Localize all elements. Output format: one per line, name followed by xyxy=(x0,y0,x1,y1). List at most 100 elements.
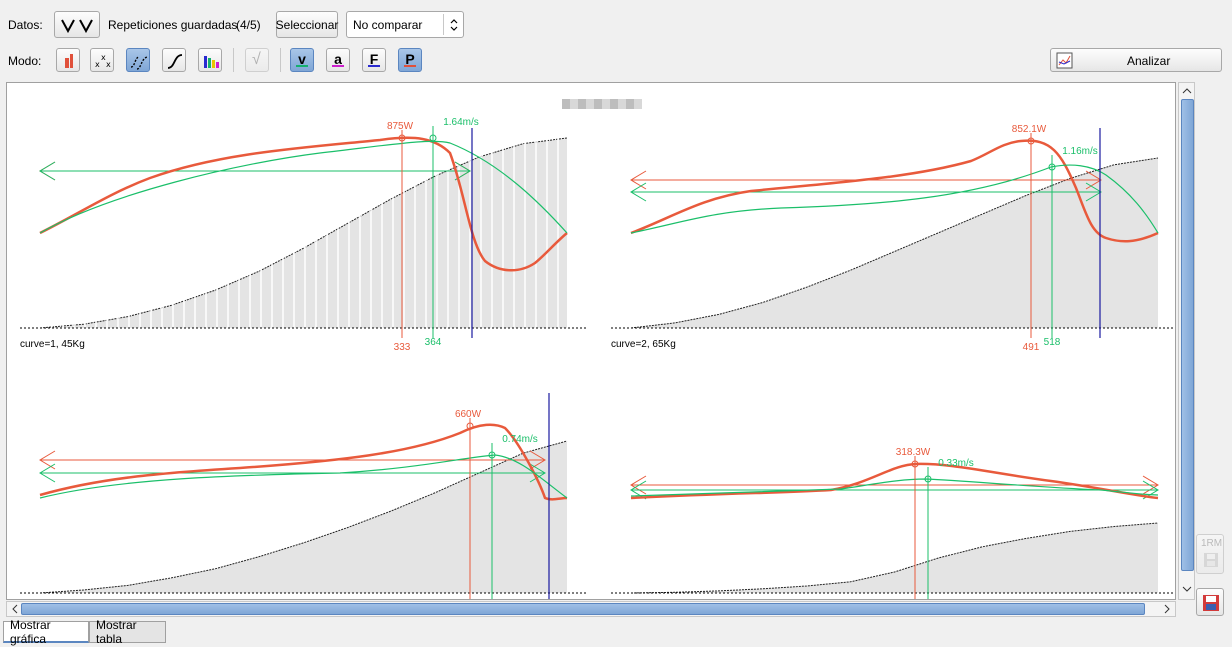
variable-letter: F xyxy=(369,51,379,67)
scroll-left-icon[interactable] xyxy=(9,603,21,615)
svg-text:x: x xyxy=(101,53,106,62)
power-peak-label-0: 875W xyxy=(387,121,414,132)
horizontal-scrollbar[interactable] xyxy=(6,601,1176,617)
speed-curve xyxy=(39,454,568,499)
curve-caption-1: curve=2, 65Kg xyxy=(611,339,676,350)
tab-mostrar-grafica[interactable]: Mostrar gráfica xyxy=(3,618,89,646)
variable-p-button[interactable]: P xyxy=(398,48,422,72)
variable-color-mark xyxy=(368,65,380,67)
variable-color-mark xyxy=(296,65,308,67)
mode-bars-button[interactable] xyxy=(56,48,80,72)
speed-range-arrow-0-right-head xyxy=(454,161,471,181)
svg-text:x: x xyxy=(106,60,111,69)
speed-curve xyxy=(630,164,1159,234)
single-curve-icon xyxy=(167,54,183,69)
blurred-title xyxy=(562,99,642,109)
power-range-arrow-3-right-head xyxy=(1142,475,1159,495)
vertical-scrollbar[interactable] xyxy=(1178,82,1195,600)
svg-text:x: x xyxy=(95,60,100,69)
repeticiones-label: Repeticiones guardadas xyxy=(108,18,238,32)
curve-caption-0: curve=1, 45Kg xyxy=(20,339,85,350)
power-peak-marker-0 xyxy=(398,134,406,142)
plot-area: 875W 1.64m/s 333 364 curve=1, 45Kg 852.1W 1.16… xyxy=(6,82,1176,600)
variable-letter: v xyxy=(298,51,306,67)
speed-peak-label-3: 0.33m/s xyxy=(938,458,974,469)
scatter-icon: xxx xyxy=(95,53,111,69)
onerm-save-button[interactable]: 1RM xyxy=(1196,534,1224,574)
displacement-curve-1 xyxy=(630,157,1159,329)
power-peak-x-label-0: 333 xyxy=(394,342,411,353)
curves-3 xyxy=(630,462,1159,500)
speed-peak-label-1: 1.16m/s xyxy=(1062,146,1098,157)
sqrt-symbol: √ xyxy=(252,51,261,68)
displacement-curve-3 xyxy=(630,522,1159,594)
power-curve xyxy=(39,423,568,501)
horizontal-scroll-thumb[interactable] xyxy=(21,603,1145,615)
compare-select-value: No comparar xyxy=(353,18,423,32)
repetitions-view-button[interactable] xyxy=(54,11,100,38)
variable-color-mark xyxy=(404,65,416,67)
speed-range-arrow-1-left-head xyxy=(630,182,647,202)
speed-range-arrow-2-right-head xyxy=(529,463,546,483)
variable-v-button[interactable]: v xyxy=(290,48,314,72)
power-curve xyxy=(39,136,568,272)
mode-multi-curve-button[interactable] xyxy=(126,48,150,72)
variable-color-mark xyxy=(332,65,344,67)
bar-chart-icon xyxy=(65,54,73,68)
mode-single-curve-button[interactable] xyxy=(162,48,186,72)
repeticiones-count: (4/5) xyxy=(236,18,261,32)
compare-select[interactable]: No comparar xyxy=(346,11,464,38)
power-peak-marker-3 xyxy=(911,460,919,468)
onerm-label: 1RM xyxy=(1201,538,1223,549)
color-bars-icon xyxy=(204,56,219,68)
datos-label: Datos: xyxy=(8,18,43,32)
repetition-plots: 875W 1.64m/s 333 364 curve=1, 45Kg 852.1W 1.16… xyxy=(20,117,1175,599)
scroll-right-icon[interactable] xyxy=(1161,603,1173,615)
variable-letter: a xyxy=(334,51,342,67)
speed-range-arrow-1-right-head xyxy=(1085,182,1102,202)
speed-curve xyxy=(39,140,568,234)
power-range-arrow-2-right-head xyxy=(529,450,546,470)
displacement-area-2 xyxy=(40,441,567,593)
displacement-area-3 xyxy=(631,523,1158,593)
speed-peak-label-2: 0.74m/s xyxy=(502,434,538,445)
speed-peak-x-label-0: 364 xyxy=(425,337,442,348)
power-peak-marker-1 xyxy=(1027,137,1035,145)
power-peak-marker-2 xyxy=(466,422,474,430)
variable-letter: P xyxy=(405,51,415,67)
floppy-icon xyxy=(1204,553,1218,567)
save-image-button[interactable] xyxy=(1196,588,1224,616)
double-v-icon xyxy=(61,19,93,34)
scroll-up-icon[interactable] xyxy=(1181,85,1193,97)
power-peak-label-1: 852.1W xyxy=(1012,124,1047,135)
tab-mostrar-tabla[interactable]: Mostrar tabla xyxy=(89,618,166,646)
speed-peak-x-label-1: 518 xyxy=(1044,337,1061,348)
speed-peak-label-0: 1.64m/s xyxy=(443,117,479,128)
speed-peak-marker-2 xyxy=(488,451,496,459)
power-curve xyxy=(630,462,1159,500)
analizar-label: Analizar xyxy=(1127,54,1171,68)
mode-color-bars-button[interactable] xyxy=(198,48,222,72)
updown-arrows-icon xyxy=(450,19,458,31)
curves-2 xyxy=(39,423,568,501)
power-peak-x-label-1: 491 xyxy=(1023,342,1040,353)
power-peak-label-3: 318.3W xyxy=(896,447,931,458)
scroll-down-icon[interactable] xyxy=(1181,583,1193,595)
speed-peak-marker-1 xyxy=(1048,163,1056,171)
speed-curve xyxy=(630,478,1159,497)
save-icon xyxy=(1203,595,1219,611)
power-range-arrow-3-left-head xyxy=(630,475,647,495)
variable-a-button[interactable]: a xyxy=(326,48,350,72)
sqrt-button[interactable]: √ xyxy=(245,48,269,72)
power-range-arrow-2-left-head xyxy=(39,450,56,470)
speed-peak-marker-3 xyxy=(924,475,932,483)
analizar-button[interactable]: Analizar xyxy=(1050,48,1222,72)
speed-range-arrow-2-left-head xyxy=(39,463,56,483)
seleccionar-button[interactable]: Seleccionar xyxy=(276,11,338,38)
speed-peak-marker-0 xyxy=(429,134,437,142)
power-peak-label-2: 660W xyxy=(455,409,482,420)
vertical-scroll-thumb[interactable] xyxy=(1181,99,1194,571)
variable-f-button[interactable]: F xyxy=(362,48,386,72)
modo-label: Modo: xyxy=(8,54,42,68)
